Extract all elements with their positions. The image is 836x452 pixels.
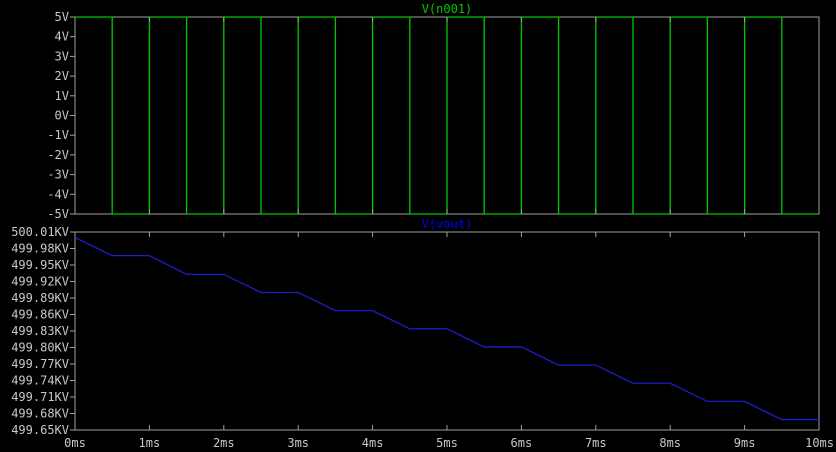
pane-top-y-ticks: 5V 4V 3V 2V 1V 0V -1V -2V -3V -4V -5V xyxy=(47,10,75,221)
pane-bottom-series xyxy=(74,236,819,421)
bottom-y-tick-label: 499.80KV xyxy=(11,341,69,355)
top-y-tick-label: -2V xyxy=(47,148,69,162)
top-y-tick-label: 5V xyxy=(55,10,69,24)
top-series-line xyxy=(75,16,819,215)
pane-top-title[interactable]: V(n001) xyxy=(422,2,473,16)
top-y-tick-label: 3V xyxy=(55,49,69,63)
bottom-series-line xyxy=(74,236,819,421)
bottom-y-tick-label: 500.01KV xyxy=(11,225,69,239)
bottom-y-tick-label: 499.86KV xyxy=(11,308,69,322)
top-y-tick-label: -4V xyxy=(47,187,69,201)
bottom-y-tick-label: 499.92KV xyxy=(11,275,69,289)
bottom-y-tick-label: 499.95KV xyxy=(11,258,69,272)
pane-bottom-title[interactable]: V(vout) xyxy=(422,217,473,231)
pane-bottom-frame xyxy=(74,231,820,431)
top-y-tick-label: -5V xyxy=(47,207,69,221)
bottom-y-tick-label: 499.68KV xyxy=(11,407,69,421)
bottom-y-tick-label: 499.89KV xyxy=(11,291,69,305)
bottom-y-tick-label: 499.77KV xyxy=(11,357,69,371)
x-tick-label: 3ms xyxy=(287,436,309,450)
top-y-tick-label: 4V xyxy=(55,30,69,44)
bottom-y-tick-label: 499.83KV xyxy=(11,324,69,338)
x-tick-label: 8ms xyxy=(659,436,681,450)
bottom-y-tick-label: 499.65KV xyxy=(11,423,69,437)
top-y-tick-label: -1V xyxy=(47,128,69,142)
x-tick-label: 0ms xyxy=(64,436,86,450)
x-tick-label: 1ms xyxy=(139,436,161,450)
bottom-y-tick-label: 499.74KV xyxy=(11,374,69,388)
bottom-y-tick-label: 499.71KV xyxy=(11,390,69,404)
x-tick-label: 7ms xyxy=(585,436,607,450)
x-tick-label: 4ms xyxy=(362,436,384,450)
x-axis-ticks: 0ms 1ms 2ms 3ms 4ms 5ms 6ms 7ms 8ms 9ms 10ms xyxy=(64,17,834,450)
pane-bottom: V(vout) 500.01KV 499.98KV 499.95KV 499.92KV… xyxy=(11,217,820,437)
x-tick-label: 9ms xyxy=(734,436,756,450)
pane-top-series xyxy=(75,16,819,215)
x-tick-label: 10ms xyxy=(805,436,834,450)
x-tick-label: 2ms xyxy=(213,436,235,450)
pane-bottom-y-ticks: 500.01KV 499.98KV 499.95KV 499.92KV 499.89KV… xyxy=(11,225,75,437)
pane-top: V(n001) 5V 4V 3V 2V 1V 0V -1V -2V -3V -4V -5V xyxy=(47,2,820,221)
bottom-y-tick-label: 499.98KV xyxy=(11,242,69,256)
x-tick-label: 6ms xyxy=(511,436,533,450)
top-y-tick-label: -3V xyxy=(47,168,69,182)
top-y-tick-label: 2V xyxy=(55,69,69,83)
top-y-tick-label: 0V xyxy=(55,109,69,123)
top-y-tick-label: 1V xyxy=(55,89,69,103)
x-tick-label: 5ms xyxy=(436,436,458,450)
